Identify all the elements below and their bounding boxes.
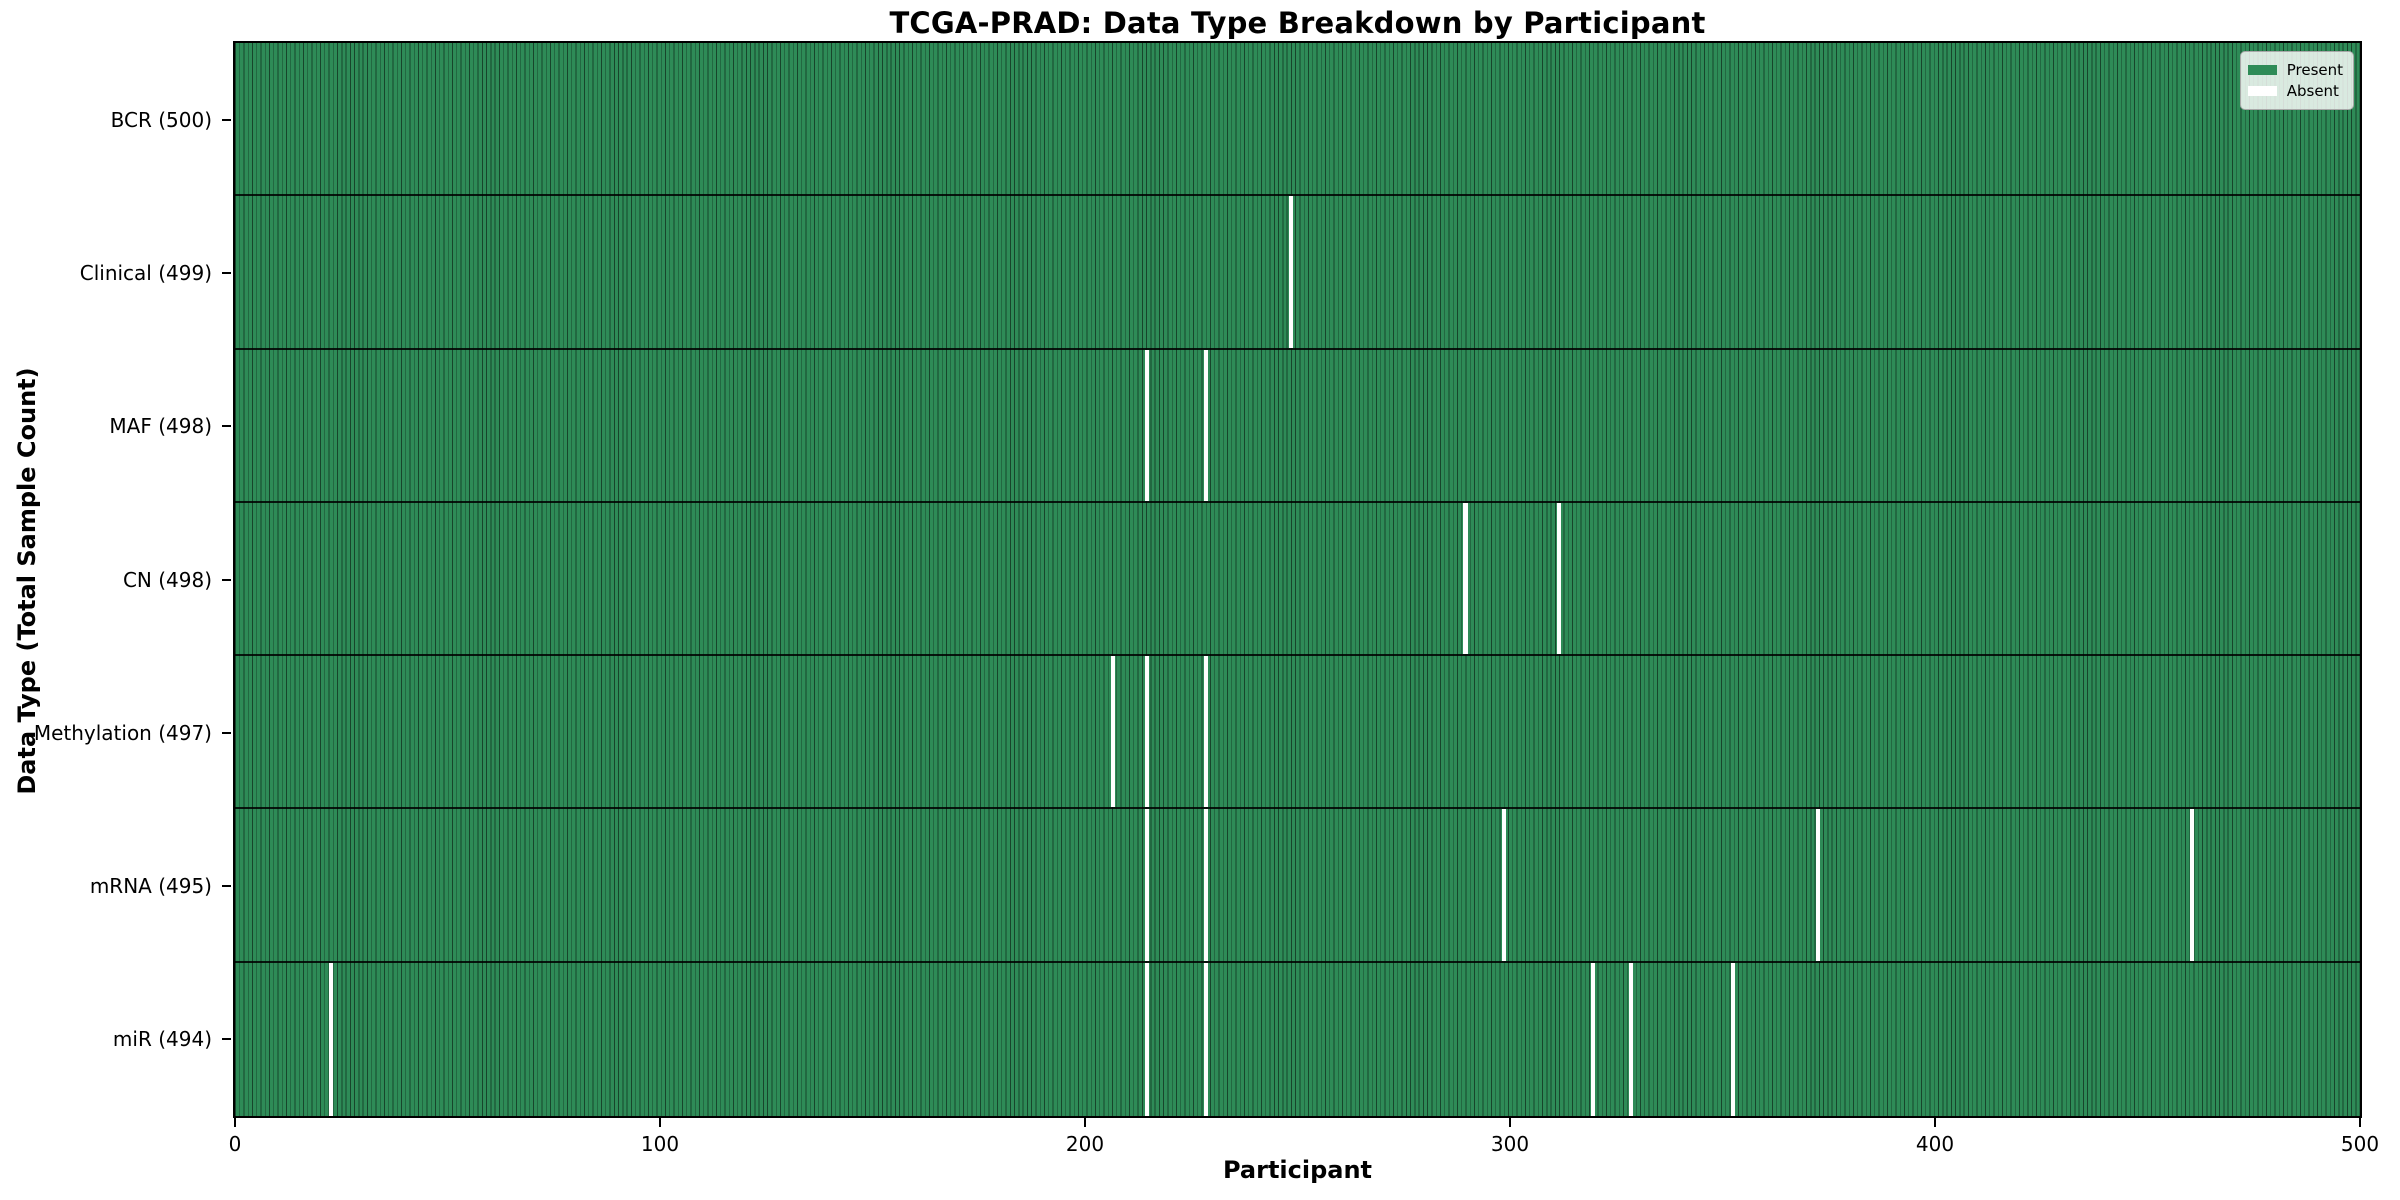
- absent-bar-Methylation-206: [1110, 656, 1115, 808]
- absent-bar-Methylation-228: [1204, 656, 1209, 808]
- xtick-mark-400: [1934, 1118, 1936, 1127]
- absent-bar-miR-328: [1629, 962, 1634, 1116]
- ytick-mark-mRNA: [222, 885, 231, 888]
- ytick-label-MAF: MAF (498): [109, 414, 212, 439]
- absent-bar-CN-289: [1463, 502, 1468, 655]
- xtick-mark-300: [1509, 1118, 1511, 1127]
- xtick-label-300: 300: [1490, 1132, 1530, 1156]
- absent-bar-miR-228: [1204, 962, 1209, 1116]
- ytick-mark-Methylation: [222, 731, 231, 734]
- ytick-mark-Clinical: [222, 271, 231, 274]
- absent-bar-MAF-214: [1144, 349, 1149, 501]
- absent-bar-mRNA-214: [1144, 809, 1149, 961]
- row-miR: [235, 962, 2360, 1116]
- xtick-mark-0: [234, 1118, 236, 1127]
- ytick-label-Clinical: Clinical (499): [79, 260, 212, 285]
- ytick-mark-CN: [222, 578, 231, 581]
- row-Methylation: [235, 656, 2360, 810]
- row-Clinical: [235, 196, 2360, 350]
- absent-bar-mRNA-298: [1501, 809, 1506, 961]
- ytick-label-mRNA: mRNA (495): [89, 874, 212, 899]
- xtick-label-0: 0: [228, 1132, 242, 1156]
- row-CN: [235, 502, 2360, 657]
- ytick-label-Methylation: Methylation (497): [33, 720, 212, 745]
- absent-bar-miR-352: [1731, 962, 1736, 1116]
- ytick-label-BCR: BCR (500): [110, 107, 212, 132]
- absent-bar-mRNA-460: [2190, 809, 2195, 961]
- absent-bar-CN-311: [1556, 502, 1562, 655]
- xtick-label-400: 400: [1915, 1132, 1955, 1156]
- absent-bar-Clinical-248: [1289, 196, 1294, 348]
- row-mRNA: [235, 809, 2360, 963]
- x-axis-label: Participant: [1222, 1156, 1373, 1184]
- ytick-mark-miR: [222, 1038, 231, 1041]
- chart-title: TCGA-PRAD: Data Type Breakdown by Partic…: [889, 6, 1706, 40]
- ytick-label-miR: miR (494): [112, 1027, 212, 1052]
- absent-bar-MAF-228: [1204, 349, 1209, 501]
- absent-bar-miR-214: [1144, 962, 1149, 1116]
- plot-area: Present Absent: [233, 41, 2362, 1118]
- row-BCR: [235, 43, 2360, 197]
- absent-bar-miR-319: [1590, 962, 1596, 1116]
- absent-swatch-icon: [2247, 86, 2277, 96]
- xtick-label-500: 500: [2340, 1132, 2380, 1156]
- xtick-mark-500: [2359, 1118, 2361, 1127]
- legend-label-absent: Absent: [2286, 82, 2339, 100]
- legend-entry-present: Present: [2247, 60, 2343, 80]
- absent-bar-Methylation-214: [1144, 656, 1149, 808]
- xtick-label-100: 100: [640, 1132, 680, 1156]
- absent-bar-mRNA-228: [1204, 809, 1209, 961]
- row-MAF: [235, 349, 2360, 503]
- rows-container: [235, 43, 2360, 1116]
- absent-bar-mRNA-372: [1816, 809, 1821, 961]
- legend-entry-absent: Absent: [2247, 81, 2343, 101]
- legend-label-present: Present: [2286, 61, 2343, 79]
- ytick-mark-BCR: [222, 118, 231, 121]
- absent-bar-miR-22: [328, 962, 333, 1116]
- present-swatch-icon: [2247, 65, 2277, 75]
- xtick-mark-100: [659, 1118, 661, 1127]
- xtick-mark-200: [1084, 1118, 1086, 1127]
- xtick-label-200: 200: [1065, 1132, 1105, 1156]
- ytick-mark-MAF: [222, 425, 231, 428]
- legend: Present Absent: [2239, 51, 2354, 110]
- ytick-label-CN: CN (498): [122, 567, 212, 592]
